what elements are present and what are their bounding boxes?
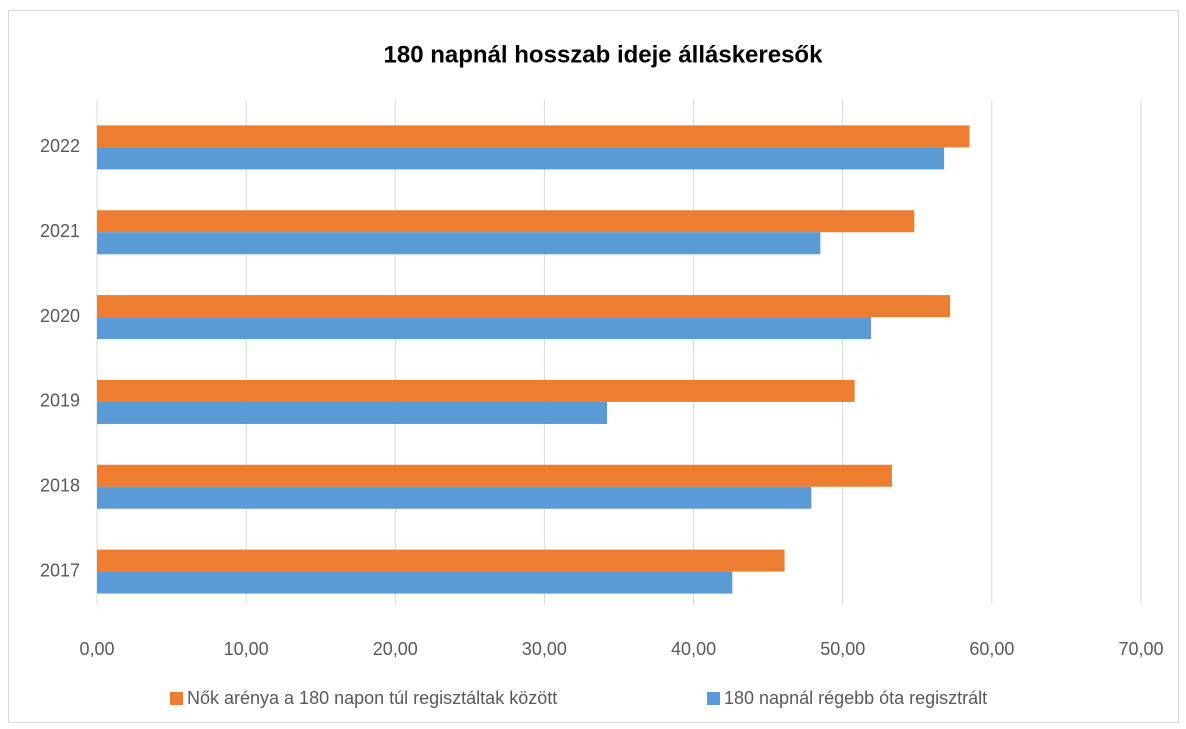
x-tick-label: 40,00 bbox=[671, 639, 716, 659]
x-tick-label: 10,00 bbox=[224, 639, 269, 659]
legend-swatch bbox=[170, 692, 183, 705]
bar bbox=[97, 232, 821, 255]
y-tick-label: 2022 bbox=[40, 136, 80, 156]
x-tick-label: 50,00 bbox=[820, 639, 865, 659]
y-tick-label: 2021 bbox=[40, 221, 80, 241]
y-tick-label: 2020 bbox=[40, 306, 80, 326]
bar bbox=[97, 210, 915, 233]
x-tick-label: 20,00 bbox=[373, 639, 418, 659]
x-tick-label: 70,00 bbox=[1118, 639, 1163, 659]
y-tick-label: 2017 bbox=[40, 560, 80, 580]
bar bbox=[97, 571, 733, 594]
bar bbox=[97, 549, 785, 572]
bar bbox=[97, 379, 855, 402]
y-tick-label: 2018 bbox=[40, 476, 80, 496]
y-tick-label: 2019 bbox=[40, 391, 80, 411]
legend-swatch bbox=[707, 692, 720, 705]
x-tick-label: 60,00 bbox=[969, 639, 1014, 659]
bar bbox=[97, 147, 945, 170]
x-tick-label: 30,00 bbox=[522, 639, 567, 659]
bar bbox=[97, 295, 951, 318]
bar bbox=[97, 464, 892, 487]
legend-label: 180 napnál régebb óta regisztrált bbox=[724, 688, 987, 708]
x-tick-label: 0,00 bbox=[79, 639, 114, 659]
legend-label: Nők arénya a 180 napon túl regisztáltak … bbox=[187, 688, 557, 708]
bar bbox=[97, 317, 872, 340]
chart-frame bbox=[8, 10, 1179, 723]
bar bbox=[97, 486, 812, 509]
chart-title: 180 napnál hosszab ideje álláskeresők bbox=[384, 41, 824, 68]
bar bbox=[97, 125, 970, 148]
bar bbox=[97, 401, 608, 424]
